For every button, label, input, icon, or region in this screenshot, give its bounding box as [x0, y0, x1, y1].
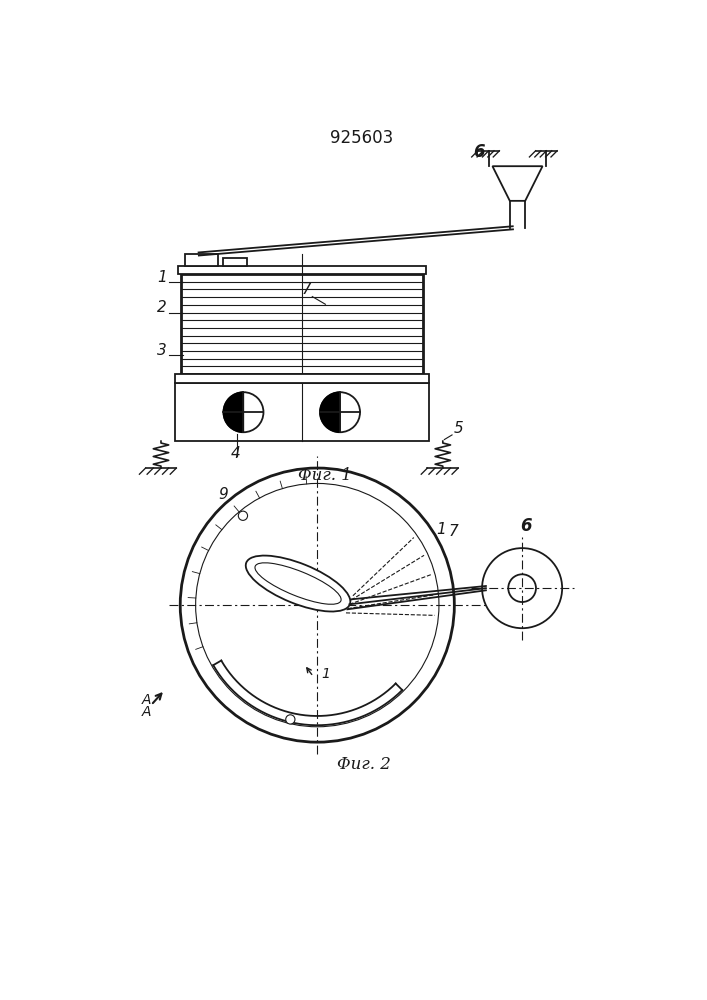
- Polygon shape: [320, 392, 340, 432]
- Text: 7: 7: [301, 282, 311, 297]
- Circle shape: [320, 392, 360, 432]
- Text: 5: 5: [454, 421, 463, 436]
- Polygon shape: [175, 383, 429, 441]
- Text: 7: 7: [448, 524, 458, 539]
- Polygon shape: [178, 266, 426, 274]
- Text: Φиг. 2: Φиг. 2: [337, 756, 390, 773]
- Circle shape: [482, 548, 562, 628]
- Text: A: A: [141, 693, 151, 707]
- Circle shape: [223, 392, 264, 432]
- Text: 6: 6: [473, 143, 484, 161]
- Polygon shape: [185, 254, 218, 266]
- Text: 925603: 925603: [330, 129, 394, 147]
- Polygon shape: [223, 258, 247, 266]
- Text: 1: 1: [158, 270, 167, 285]
- Polygon shape: [223, 392, 243, 432]
- Text: 3: 3: [158, 343, 167, 358]
- Text: Φиг. 1: Φиг. 1: [298, 467, 352, 484]
- Text: 4: 4: [231, 446, 240, 461]
- Circle shape: [286, 715, 295, 724]
- Ellipse shape: [255, 563, 341, 604]
- Ellipse shape: [246, 556, 351, 612]
- Circle shape: [238, 511, 247, 520]
- Text: 9: 9: [218, 487, 228, 502]
- Text: A: A: [141, 705, 151, 719]
- Polygon shape: [175, 374, 429, 383]
- Text: 2: 2: [158, 300, 167, 316]
- Text: 6: 6: [520, 517, 532, 535]
- Text: 1: 1: [436, 522, 446, 537]
- Polygon shape: [493, 166, 542, 201]
- Text: 1: 1: [321, 667, 330, 681]
